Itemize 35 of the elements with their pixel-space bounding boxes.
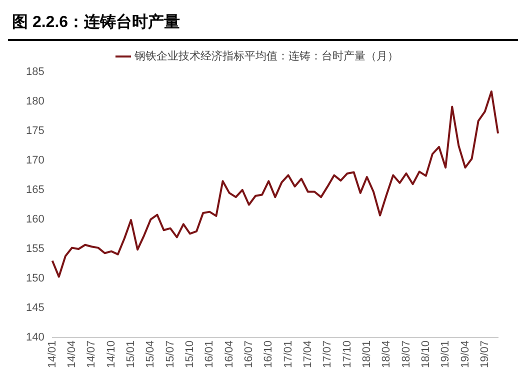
- x-tick-label: 16/10: [262, 340, 275, 368]
- x-tick-label: 17/04: [302, 340, 314, 368]
- x-tick-label: 17/07: [322, 340, 334, 368]
- y-tick-label: 175: [26, 125, 44, 138]
- x-tick-label: 14/10: [105, 340, 118, 368]
- x-tick-label: 14/07: [86, 340, 98, 368]
- x-tick-label: 15/10: [184, 340, 196, 368]
- y-tick-label: 155: [26, 243, 44, 256]
- x-tick-label: 19/07: [478, 340, 491, 368]
- x-tick-label: 18/04: [380, 340, 393, 368]
- x-tick-label: 19/01: [440, 340, 452, 368]
- x-tick-label: 17/01: [282, 340, 294, 368]
- x-tick-label: 14/04: [66, 340, 78, 368]
- y-tick-label: 180: [26, 96, 44, 108]
- x-tick-label: 19/04: [459, 340, 472, 368]
- x-tick-label: 15/07: [164, 340, 176, 368]
- y-tick-label: 185: [26, 66, 44, 78]
- x-tick-label: 17/10: [341, 340, 354, 368]
- legend-label: 钢铁企业技术经济指标平均值：连铸：台时产量（月）: [133, 50, 398, 63]
- y-tick-label: 160: [26, 214, 44, 226]
- x-tick-label: 16/04: [223, 340, 236, 368]
- y-tick-label: 170: [26, 154, 44, 167]
- x-tick-label: 16/01: [204, 340, 216, 368]
- y-tick-label: 140: [26, 332, 44, 344]
- y-tick-label: 150: [26, 272, 44, 285]
- x-tick-label: 18/01: [360, 340, 373, 368]
- x-tick-label: 15/01: [125, 340, 138, 368]
- y-tick-label: 165: [26, 184, 44, 196]
- x-tick-label: 14/01: [46, 340, 58, 368]
- chart-title: 图 2.2.6：连铸台时产量: [8, 8, 518, 41]
- x-tick-label: 15/04: [144, 340, 157, 368]
- x-tick-label: 18/10: [420, 340, 432, 368]
- y-tick-label: 145: [26, 302, 44, 314]
- x-tick-label: 16/07: [242, 340, 255, 368]
- x-tick-label: 18/07: [400, 340, 412, 368]
